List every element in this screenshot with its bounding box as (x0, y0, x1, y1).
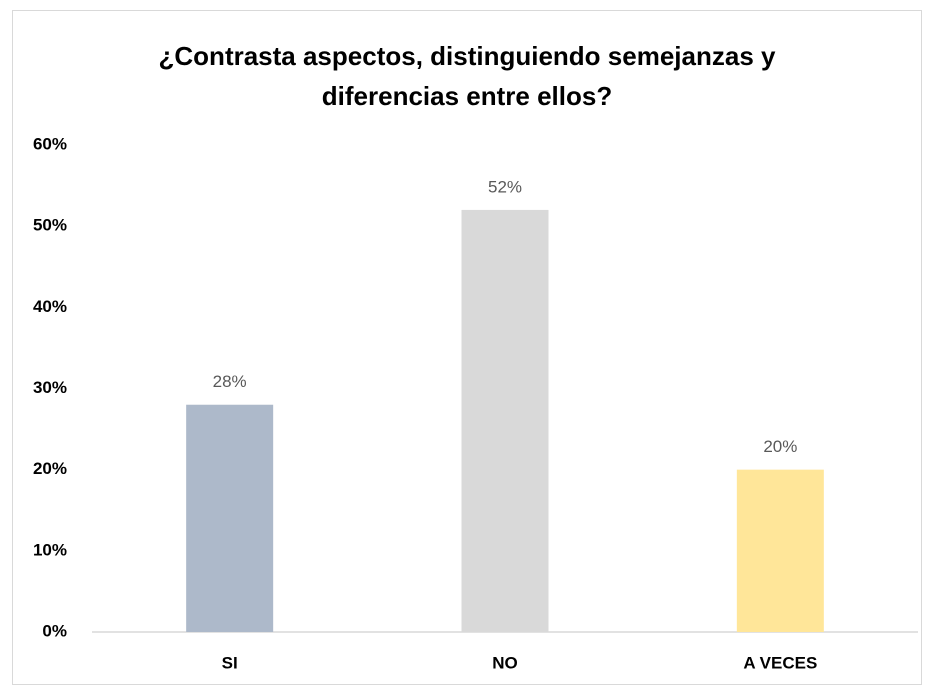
x-tick-label: NO (492, 653, 518, 672)
y-tick-label: 30% (33, 378, 67, 397)
value-label: 28% (213, 372, 247, 391)
x-tick-label: SI (222, 653, 238, 672)
y-tick-label: 10% (33, 540, 67, 559)
x-tick-label: A VECES (743, 653, 817, 672)
y-tick-label: 60% (33, 134, 67, 153)
bar (736, 469, 824, 632)
y-tick-label: 40% (33, 297, 67, 316)
value-label: 20% (763, 437, 797, 456)
y-tick-label: 0% (42, 621, 67, 640)
chart-title: ¿Contrasta aspectos, distinguiendo semej… (158, 41, 776, 111)
y-tick-label: 50% (33, 216, 67, 235)
y-tick-label: 20% (33, 459, 67, 478)
value-label: 52% (488, 177, 522, 196)
bar (186, 404, 274, 632)
bar (461, 209, 549, 632)
